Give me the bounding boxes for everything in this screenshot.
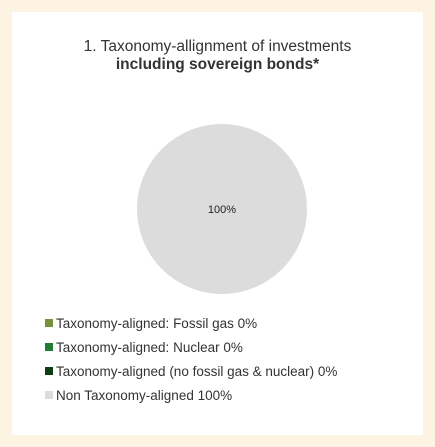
legend-swatch-fossil-gas (45, 319, 53, 327)
chart-panel: 1. Taxonomy-allignment of investments in… (12, 12, 423, 435)
pie-slice-non-taxonomy-aligned (137, 124, 307, 294)
legend-label-nuclear: Taxonomy-aligned: Nuclear 0% (56, 339, 243, 355)
legend-item-non-taxonomy-aligned: Non Taxonomy-aligned 100% (45, 386, 337, 404)
legend-label-fossil-gas: Taxonomy-aligned: Fossil gas 0% (56, 315, 258, 331)
legend-item-fossil-gas: Taxonomy-aligned: Fossil gas 0% (45, 314, 337, 332)
chart-legend: Taxonomy-aligned: Fossil gas 0% Taxonomy… (45, 314, 337, 410)
chart-title-line2: including sovereign bonds* (115, 56, 320, 73)
pie-data-label: 100% (208, 204, 236, 216)
legend-item-nuclear: Taxonomy-aligned: Nuclear 0% (45, 338, 337, 356)
chart-title-line1: 1. Taxonomy-allignment of investments (83, 38, 352, 55)
legend-label-taxonomy-aligned-other: Taxonomy-aligned (no fossil gas & nuclea… (56, 363, 338, 379)
pie-chart: 100% (137, 124, 307, 294)
chart-title: 1. Taxonomy-allignment of investments in… (12, 38, 423, 74)
legend-item-taxonomy-aligned-other: Taxonomy-aligned (no fossil gas & nuclea… (45, 362, 337, 380)
legend-swatch-non-taxonomy-aligned (45, 391, 53, 399)
legend-label-non-taxonomy-aligned: Non Taxonomy-aligned 100% (56, 387, 233, 403)
legend-swatch-taxonomy-aligned-other (45, 367, 53, 375)
legend-swatch-nuclear (45, 343, 53, 351)
